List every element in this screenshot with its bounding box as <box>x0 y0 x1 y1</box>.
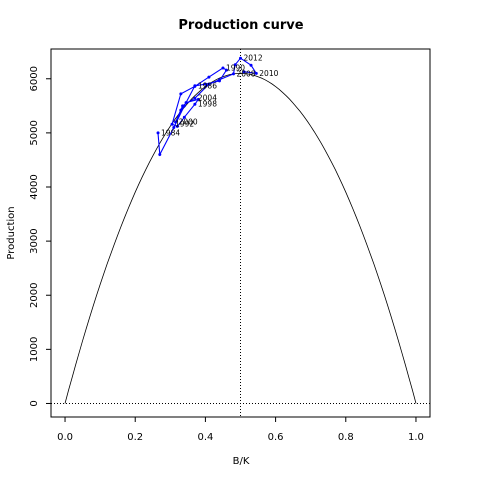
year-label: 2012 <box>244 54 263 63</box>
trajectory-point <box>156 131 160 135</box>
year-label: 2000 <box>179 118 198 127</box>
trajectory-line <box>157 57 258 157</box>
trajectory-point <box>196 97 200 101</box>
trajectory-point <box>175 124 179 128</box>
y-tick-label: 3000 <box>29 228 40 253</box>
x-tick-label: 0.0 <box>57 432 73 443</box>
trajectory-point <box>217 78 221 82</box>
year-label: 2008 <box>236 69 255 78</box>
x-tick-label: 0.2 <box>127 432 143 443</box>
trajectory-point <box>242 70 246 74</box>
x-tick-label: 0.8 <box>338 432 354 443</box>
y-axis-label: Production <box>6 206 17 259</box>
y-tick-label: 0 <box>29 400 40 406</box>
y-axis: 0 1000 2000 3000 4000 5000 6000 <box>29 66 52 407</box>
trajectory-point <box>179 108 183 112</box>
trajectory-point <box>174 120 178 124</box>
trajectory-point <box>231 72 235 76</box>
trajectory-point <box>182 115 186 119</box>
year-label: 2010 <box>259 69 278 78</box>
x-tick-label: 1.0 <box>408 432 424 443</box>
trajectory-point <box>172 125 176 129</box>
trajectory-point <box>249 63 253 67</box>
y-tick-label: 4000 <box>29 174 40 199</box>
y-tick-label: 5000 <box>29 120 40 145</box>
x-axis: 0.0 0.2 0.4 0.6 0.8 1.0 <box>57 416 424 443</box>
trajectory-point <box>239 56 242 60</box>
curve-line <box>64 72 417 404</box>
trajectory-point <box>181 104 185 108</box>
trajectory-point <box>193 96 197 100</box>
trajectory-point <box>203 82 207 86</box>
trajectory-point <box>184 101 188 105</box>
reference-lines <box>51 49 430 417</box>
trajectory-point <box>193 102 197 106</box>
year-label: 2004 <box>198 94 217 103</box>
y-tick-label: 6000 <box>29 66 40 91</box>
production-curve <box>64 72 417 404</box>
year-label: 1990 <box>226 63 245 72</box>
x-axis-label: B/K <box>233 456 250 467</box>
year-label: 1998 <box>198 100 217 109</box>
year-label: 1984 <box>161 128 180 137</box>
trajectory-point <box>224 68 228 72</box>
x-tick-label: 0.6 <box>268 432 284 443</box>
trajectory-point <box>158 153 162 157</box>
trajectory-point <box>170 122 174 126</box>
trajectory-point <box>221 66 225 70</box>
year-label: 1986 <box>198 81 217 90</box>
trajectory-point <box>179 92 183 96</box>
y-tick-label: 2000 <box>29 283 40 308</box>
trajectory-point <box>193 84 197 88</box>
year-label: 1992 <box>175 120 194 129</box>
trajectory-point <box>207 75 211 79</box>
trajectory-point <box>254 71 258 75</box>
trajectory-point <box>233 63 237 67</box>
trajectory-point <box>207 82 211 86</box>
y-tick-label: 1000 <box>29 337 40 362</box>
chart-title: Production curve <box>178 18 303 33</box>
trajectory-series <box>156 56 258 157</box>
x-tick-label: 0.4 <box>197 432 213 443</box>
